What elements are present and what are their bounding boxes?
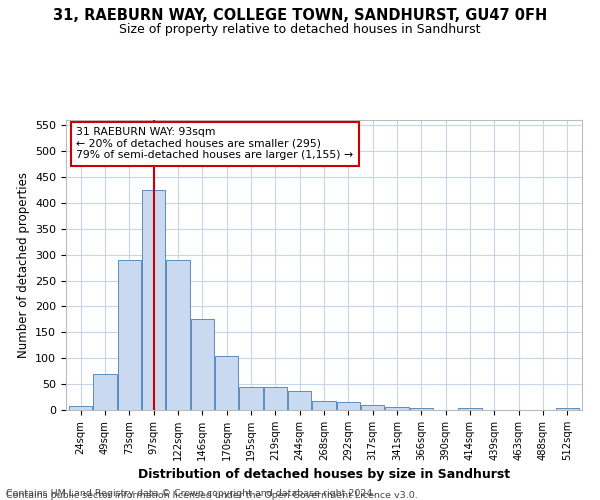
Bar xyxy=(215,356,238,410)
Bar xyxy=(69,406,92,410)
Bar xyxy=(385,408,409,410)
Bar xyxy=(264,387,287,410)
Bar xyxy=(288,391,311,410)
Bar xyxy=(556,408,579,410)
Bar xyxy=(118,260,141,410)
Bar xyxy=(337,402,360,410)
Text: 31 RAEBURN WAY: 93sqm
← 20% of detached houses are smaller (295)
79% of semi-det: 31 RAEBURN WAY: 93sqm ← 20% of detached … xyxy=(76,127,353,160)
Y-axis label: Number of detached properties: Number of detached properties xyxy=(17,172,29,358)
Bar xyxy=(313,400,335,410)
Bar xyxy=(410,408,433,410)
Text: Contains HM Land Registry data © Crown copyright and database right 2024.: Contains HM Land Registry data © Crown c… xyxy=(6,488,376,498)
Bar xyxy=(166,260,190,410)
Text: Contains public sector information licensed under the Open Government Licence v3: Contains public sector information licen… xyxy=(6,491,418,500)
Bar xyxy=(94,374,116,410)
Bar xyxy=(458,408,482,410)
Text: Size of property relative to detached houses in Sandhurst: Size of property relative to detached ho… xyxy=(119,22,481,36)
X-axis label: Distribution of detached houses by size in Sandhurst: Distribution of detached houses by size … xyxy=(138,468,510,481)
Bar xyxy=(239,387,263,410)
Bar xyxy=(191,320,214,410)
Text: 31, RAEBURN WAY, COLLEGE TOWN, SANDHURST, GU47 0FH: 31, RAEBURN WAY, COLLEGE TOWN, SANDHURST… xyxy=(53,8,547,22)
Bar xyxy=(361,406,384,410)
Bar xyxy=(142,190,165,410)
